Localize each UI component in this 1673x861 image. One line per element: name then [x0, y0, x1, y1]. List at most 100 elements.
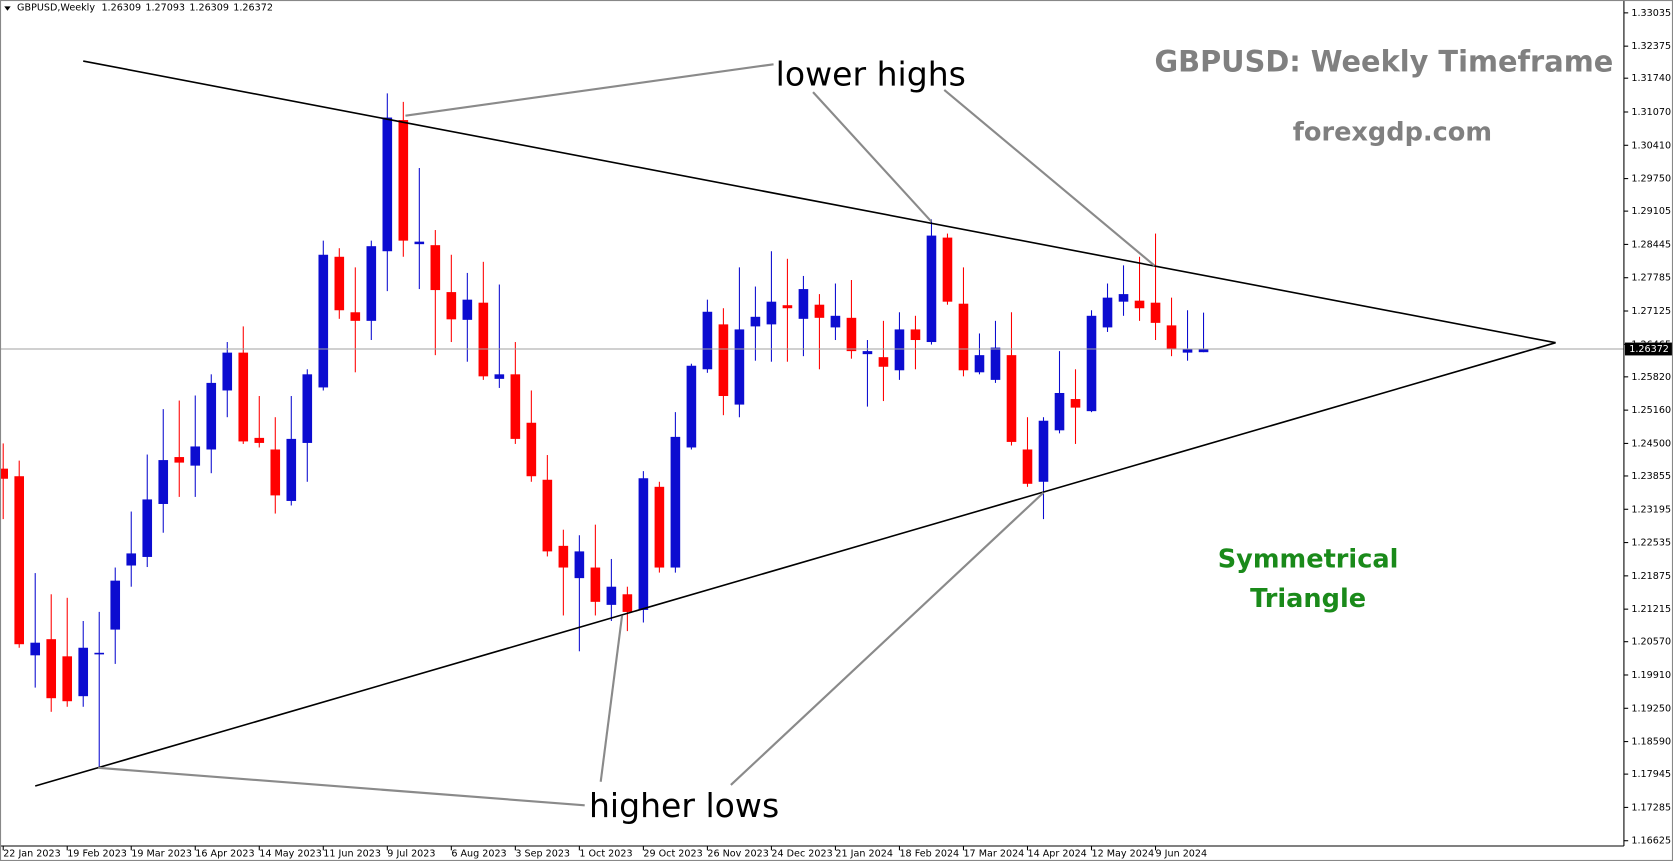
connector	[943, 89, 1156, 267]
candle-body	[878, 357, 889, 367]
symbol: GBPUSD,Weekly	[17, 3, 95, 14]
candle-body	[478, 302, 489, 377]
candle-body	[430, 245, 441, 291]
candle-body	[1070, 399, 1081, 408]
y-tick-label: 1.16625	[1631, 836, 1671, 847]
candle-body	[846, 317, 857, 352]
candle-body	[350, 312, 361, 321]
candle-body	[110, 580, 121, 630]
candle-body	[14, 476, 25, 645]
x-tick-label: 19 Mar 2023	[131, 848, 192, 859]
candle-body	[638, 478, 649, 610]
candle-body	[174, 457, 185, 463]
y-tick-label: 1.21875	[1631, 571, 1671, 582]
candle-body	[1150, 302, 1161, 323]
candle-body	[606, 586, 617, 605]
candle-body	[254, 437, 265, 443]
x-tick-label: 16 Apr 2023	[195, 848, 254, 859]
plot-area	[0, 93, 1624, 768]
candle-body	[590, 567, 601, 602]
y-tick-label: 1.33035	[1631, 8, 1671, 19]
x-tick-label: 19 Feb 2023	[67, 848, 127, 859]
candle-body	[318, 254, 329, 388]
last-price-tag	[1624, 342, 1672, 356]
header-high: 1.27093	[145, 3, 185, 14]
upper-trendline	[83, 60, 1556, 344]
candle-body	[206, 382, 217, 450]
x-tick-label: 26 Nov 2023	[707, 848, 768, 859]
candle-body	[782, 305, 793, 309]
candle-body	[1118, 294, 1129, 302]
y-tick-label: 1.18590	[1631, 737, 1671, 748]
candle-body	[798, 289, 809, 319]
y-tick-label: 1.25160	[1631, 405, 1671, 416]
candle-body	[910, 329, 921, 341]
candle-body	[974, 355, 985, 373]
connector	[599, 615, 624, 782]
candle-body	[126, 553, 137, 566]
candle-body	[1054, 392, 1065, 431]
candle-body	[814, 304, 825, 318]
y-tick-label: 1.22535	[1631, 538, 1671, 549]
candle-body	[78, 647, 89, 697]
connector	[98, 766, 585, 807]
candle-body	[382, 117, 393, 252]
header-close: 1.26372	[233, 3, 273, 14]
annotation: Symmetrical	[1218, 545, 1399, 575]
y-tick-label: 1.27125	[1631, 306, 1671, 317]
y-tick-label: 1.17945	[1631, 769, 1671, 780]
candle-body	[926, 235, 937, 343]
y-tick-label: 1.23855	[1631, 471, 1671, 482]
chart-header: GBPUSD,Weekly 1.26309 1.27093 1.26309 1.2637…	[17, 3, 273, 14]
candle-body	[830, 315, 841, 328]
candle-body	[1006, 355, 1017, 442]
candle-body	[334, 256, 345, 311]
candle-body	[1086, 315, 1097, 412]
candle-body	[142, 499, 153, 557]
candle-body	[510, 374, 521, 439]
annotation-connectors	[98, 63, 1156, 807]
y-tick-label: 1.29105	[1631, 206, 1671, 217]
x-tick-label: 9 Jun 2024	[1156, 848, 1208, 859]
candle-body	[862, 351, 873, 355]
candle-body	[0, 468, 9, 479]
candle-body	[190, 446, 201, 466]
candle-body	[990, 347, 1001, 380]
candle-body	[1198, 348, 1209, 353]
candle-body	[462, 299, 473, 320]
header-low: 1.26309	[189, 3, 229, 14]
candle-body	[542, 479, 553, 552]
annotation: lower highs	[776, 55, 966, 94]
x-tick-label: 14 May 2023	[259, 848, 322, 859]
candle-body	[238, 352, 249, 442]
candle-body	[398, 120, 409, 241]
connector	[405, 63, 774, 117]
x-tick-label: 11 Jun 2023	[323, 848, 381, 859]
candle-body	[574, 551, 585, 579]
y-tick-label: 1.19250	[1631, 703, 1671, 714]
candle-body	[622, 594, 633, 612]
chart-title: GBPUSD: Weekly Timeframe	[1154, 45, 1613, 79]
y-tick-label: 1.31070	[1631, 107, 1671, 118]
x-tick-label: 14 Apr 2024	[1027, 848, 1086, 859]
x-tick-label: 21 Jan 2024	[835, 848, 893, 859]
candle-body	[158, 460, 169, 504]
x-tick-label: 6 Aug 2023	[451, 848, 506, 859]
connector	[812, 91, 933, 223]
x-tick-label: 12 May 2024	[1092, 848, 1155, 859]
x-tick-label: 18 Feb 2024	[899, 848, 959, 859]
candle-body	[1182, 349, 1193, 353]
candle-body	[30, 642, 41, 656]
candle-body	[1102, 297, 1113, 328]
y-tick-label: 1.31740	[1631, 73, 1671, 84]
last-price-label: 1.26372	[1629, 344, 1669, 355]
candle-body	[670, 436, 681, 568]
y-tick-label: 1.29750	[1631, 174, 1671, 185]
y-tick-label: 1.28445	[1631, 239, 1671, 250]
candle-body	[558, 545, 569, 568]
candle-body	[494, 374, 505, 379]
candle-body	[718, 324, 729, 397]
candle-body	[446, 292, 457, 320]
lower-trendline	[34, 341, 1556, 787]
